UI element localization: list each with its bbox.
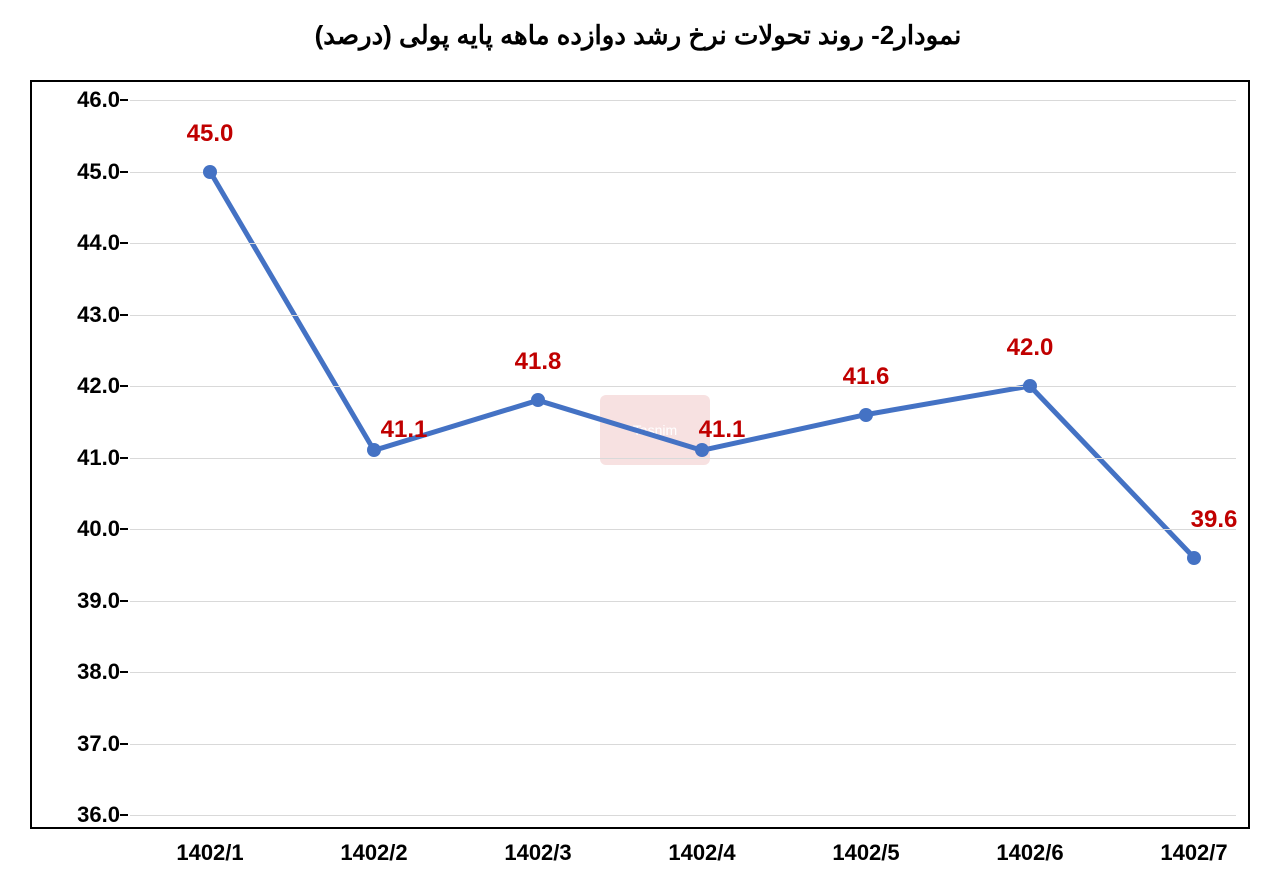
ytick-mark (120, 600, 128, 602)
data-label: 41.8 (515, 348, 562, 376)
gridline (130, 815, 1236, 816)
ytick-label: 38.0 (50, 659, 120, 685)
ytick-label: 37.0 (50, 731, 120, 757)
chart-container: { "chart": { "type": "line", "title": "ن… (0, 0, 1276, 884)
xtick-label: 1402/6 (996, 840, 1063, 866)
ytick-label: 40.0 (50, 516, 120, 542)
ytick-mark (120, 242, 128, 244)
data-marker (859, 408, 873, 422)
xtick-label: 1402/3 (504, 840, 571, 866)
gridline (130, 315, 1236, 316)
data-marker (1187, 551, 1201, 565)
data-label: 41.1 (381, 416, 428, 444)
ytick-mark (120, 314, 128, 316)
gridline (130, 100, 1236, 101)
data-label: 41.1 (699, 416, 746, 444)
gridline (130, 172, 1236, 173)
ytick-label: 41.0 (50, 445, 120, 471)
xtick-label: 1402/7 (1160, 840, 1227, 866)
ytick-mark (120, 99, 128, 101)
ytick-label: 39.0 (50, 588, 120, 614)
gridline (130, 386, 1236, 387)
ytick-label: 43.0 (50, 302, 120, 328)
ytick-mark (120, 528, 128, 530)
ytick-mark (120, 457, 128, 459)
data-marker (531, 393, 545, 407)
ytick-mark (120, 814, 128, 816)
ytick-mark (120, 743, 128, 745)
gridline (130, 744, 1236, 745)
data-marker (203, 165, 217, 179)
xtick-label: 1402/1 (176, 840, 243, 866)
ytick-label: 44.0 (50, 230, 120, 256)
ytick-label: 42.0 (50, 373, 120, 399)
gridline (130, 672, 1236, 673)
gridline (130, 529, 1236, 530)
ytick-label: 36.0 (50, 802, 120, 828)
data-label: 39.6 (1191, 506, 1238, 534)
ytick-label: 46.0 (50, 87, 120, 113)
gridline (130, 601, 1236, 602)
xtick-label: 1402/2 (340, 840, 407, 866)
gridline (130, 458, 1236, 459)
data-label: 42.0 (1007, 334, 1054, 362)
data-marker (1023, 379, 1037, 393)
data-label: 41.6 (843, 363, 890, 391)
xtick-label: 1402/5 (832, 840, 899, 866)
ytick-label: 45.0 (50, 159, 120, 185)
ytick-mark (120, 671, 128, 673)
gridline (130, 243, 1236, 244)
ytick-mark (120, 171, 128, 173)
data-marker (367, 443, 381, 457)
data-marker (695, 443, 709, 457)
ytick-mark (120, 385, 128, 387)
data-label: 45.0 (187, 120, 234, 148)
xtick-label: 1402/4 (668, 840, 735, 866)
